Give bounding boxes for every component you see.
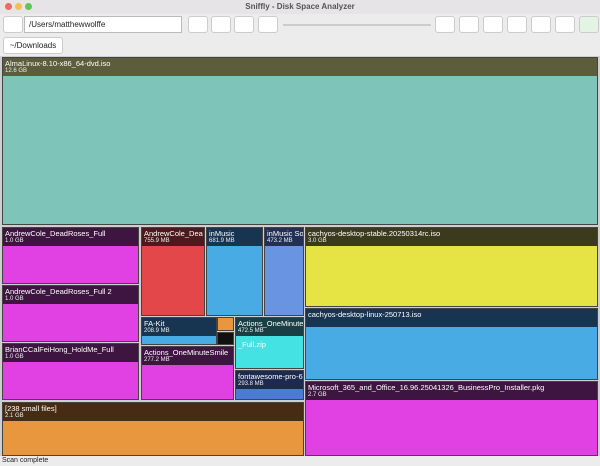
- tile-header: [142, 347, 233, 365]
- tile-header: [306, 228, 597, 246]
- tile-size: 472.5 MB: [238, 328, 264, 334]
- treemap-tile[interactable]: AndrewCole_Dea 755.9 MB: [141, 227, 205, 316]
- refresh-button[interactable]: [188, 16, 208, 33]
- tile-size: 208.9 MB: [144, 328, 170, 334]
- file-button[interactable]: [531, 16, 551, 33]
- tile-name: AndrewCole_Dea: [144, 229, 203, 238]
- tile-header: [236, 371, 303, 389]
- tile-header: [306, 309, 597, 327]
- treemap-tile[interactable]: AndrewCole_DeadRoses_Full 1.0 GB: [2, 227, 139, 284]
- tile-header: [306, 382, 597, 400]
- breadcrumb-button[interactable]: ~/Downloads: [3, 37, 63, 54]
- treemap-tile[interactable]: cachyos-desktop-stable.20250314rc.iso 3.0…: [305, 227, 598, 307]
- tile-header: [207, 228, 262, 246]
- tile-header: [142, 318, 216, 336]
- tile-size: 3.0 GB: [308, 238, 327, 244]
- tile-header: [3, 58, 597, 76]
- zoom-button[interactable]: [25, 3, 32, 10]
- tile-name: FA-Kit: [144, 319, 165, 328]
- treemap-tile[interactable]: inMusic Software Center 3.0473.2 MB: [264, 227, 304, 316]
- tile-name: fontawesome-pro-6.7.2-desktop: [238, 372, 303, 381]
- treemap-tile[interactable]: Microsoft_365_and_Office_16.96.25041326_…: [305, 381, 598, 456]
- treemap-tile[interactable]: FA-Kit 208.9 MB: [141, 317, 217, 345]
- tile-header: [236, 318, 303, 336]
- treemap-tile[interactable]: BrianCCalFeiHong_HoldMe_Full 1.0 GB: [2, 343, 139, 400]
- close-button[interactable]: [5, 3, 12, 10]
- treemap-tile[interactable]: Actions_OneMinuteSmile_Full472.5 MB _Full…: [235, 317, 304, 369]
- tile-size: 681.9 MB: [209, 238, 235, 244]
- tile-size: 1.0 GB: [5, 296, 24, 302]
- tile-size: 2.1 GB: [5, 413, 24, 419]
- tile-name: AlmaLinux-8.10-x86_64-dvd.iso: [5, 59, 111, 68]
- tile-size: 1.0 GB: [5, 238, 24, 244]
- treemap: AlmaLinux-8.10-x86_64-dvd.iso 12.6 GB Andr…: [0, 56, 600, 456]
- tile-name: inMusic: [209, 229, 235, 238]
- tile-name: inMusic Software Center 3.0: [267, 229, 304, 238]
- treemap-tile[interactable]: fontawesome-pro-6.7.2-desktop293.8 MB: [235, 370, 304, 400]
- tile-header: [3, 403, 303, 421]
- open-button[interactable]: [435, 16, 455, 33]
- tile-size: 755.9 MB: [144, 238, 170, 244]
- title-bar: Sniffly - Disk Space Analyzer: [0, 0, 600, 14]
- tile-header: [3, 286, 138, 304]
- preview-button[interactable]: [507, 16, 527, 33]
- tile-size: 277.2 MB: [144, 357, 170, 363]
- tile-size: 2.7 GB: [308, 392, 327, 398]
- treemap-tile[interactable]: [238 small files] 2.1 GB: [2, 402, 304, 456]
- tile-body-label: _Full.zip: [238, 340, 266, 349]
- tile-name: Actions_OneMinuteSmile: [144, 348, 229, 357]
- tile-name: cachyos-desktop-stable.20250314rc.iso: [308, 229, 441, 238]
- up-button[interactable]: [258, 16, 278, 33]
- tile-header: [142, 228, 204, 246]
- tile-size: 1.0 GB: [5, 354, 24, 360]
- slider[interactable]: [283, 24, 431, 26]
- small-tile[interactable]: [217, 317, 234, 331]
- tile-name: [238 small files]: [5, 404, 57, 413]
- tile-name: cachyos-desktop-linux-250713.iso: [308, 310, 422, 319]
- grid-button[interactable]: [555, 16, 575, 33]
- tile-name: BrianCCalFeiHong_HoldMe_Full: [5, 345, 114, 354]
- tile-size: 473.2 MB: [267, 238, 293, 244]
- treemap-tile[interactable]: AndrewCole_DeadRoses_Full 2 1.0 GB: [2, 285, 139, 342]
- status-bar: Scan complete: [0, 456, 600, 466]
- drive-button-2[interactable]: [483, 16, 503, 33]
- tile-header: [3, 344, 138, 362]
- treemap-tile[interactable]: cachyos-desktop-linux-250713.iso: [305, 308, 598, 380]
- back-button[interactable]: [211, 16, 231, 33]
- tile-name: Actions_OneMinuteSmile_Full: [238, 319, 304, 328]
- tile-header: [3, 228, 138, 246]
- copy-button[interactable]: [459, 16, 479, 33]
- tile-name: AndrewCole_DeadRoses_Full 2: [5, 287, 112, 296]
- tile-header: [265, 228, 303, 246]
- forward-button[interactable]: [234, 16, 254, 33]
- tile-name: AndrewCole_DeadRoses_Full: [5, 229, 106, 238]
- tile-size: 12.6 GB: [5, 68, 28, 74]
- treemap-tile[interactable]: AlmaLinux-8.10-x86_64-dvd.iso 12.6 GB: [2, 57, 598, 225]
- tile-name: Microsoft_365_and_Office_16.96.25041326_…: [308, 383, 545, 392]
- tile-size: 293.8 MB: [238, 381, 264, 387]
- toolbar: /Users/matthewwolffe: [0, 14, 600, 36]
- trash-button[interactable]: [579, 16, 599, 33]
- treemap-tile[interactable]: inMusic 681.9 MB: [206, 227, 263, 316]
- minimize-button[interactable]: [15, 3, 22, 10]
- drive-button[interactable]: [3, 16, 23, 33]
- small-tile[interactable]: [217, 332, 234, 345]
- window-title: Sniffly - Disk Space Analyzer: [245, 2, 355, 11]
- path-field[interactable]: /Users/matthewwolffe: [24, 16, 182, 33]
- treemap-tile[interactable]: Actions_OneMinuteSmile 277.2 MB: [141, 346, 234, 400]
